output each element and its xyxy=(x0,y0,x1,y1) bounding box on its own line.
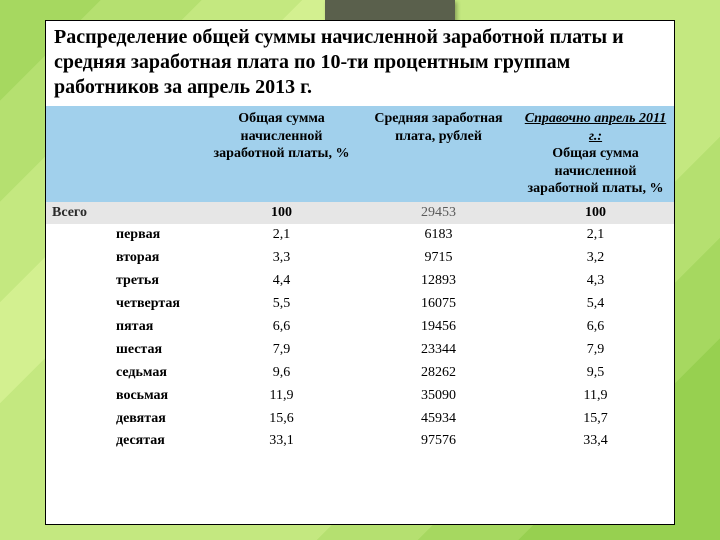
row-wage: 12893 xyxy=(360,270,517,293)
totals-share: 100 xyxy=(203,202,360,225)
col-blank xyxy=(46,106,203,202)
content-card: Распределение общей суммы начисленной за… xyxy=(45,20,675,525)
row-wage: 23344 xyxy=(360,339,517,362)
row-wage: 9715 xyxy=(360,247,517,270)
row-wage: 35090 xyxy=(360,385,517,408)
table-row: вторая 3,3 9715 3,2 xyxy=(46,247,674,270)
row-ref: 5,4 xyxy=(517,293,674,316)
row-ref: 33,4 xyxy=(517,430,674,453)
slide-title: Распределение общей суммы начисленной за… xyxy=(46,21,674,106)
table-header-row: Общая сумма начисленной заработной платы… xyxy=(46,106,674,202)
row-label: восьмая xyxy=(46,385,203,408)
row-share: 2,1 xyxy=(203,224,360,247)
row-wage: 19456 xyxy=(360,316,517,339)
row-ref: 4,3 xyxy=(517,270,674,293)
table-row: третья 4,4 12893 4,3 xyxy=(46,270,674,293)
row-share: 4,4 xyxy=(203,270,360,293)
totals-row: Всего 100 29453 100 xyxy=(46,202,674,225)
row-label: девятая xyxy=(46,408,203,431)
wage-distribution-table: Общая сумма начисленной заработной платы… xyxy=(46,106,674,453)
row-ref: 2,1 xyxy=(517,224,674,247)
row-label: пятая xyxy=(46,316,203,339)
table-row: девятая 15,6 45934 15,7 xyxy=(46,408,674,431)
row-label: седьмая xyxy=(46,362,203,385)
totals-ref-share: 100 xyxy=(517,202,674,225)
row-share: 33,1 xyxy=(203,430,360,453)
row-label: вторая xyxy=(46,247,203,270)
row-ref: 15,7 xyxy=(517,408,674,431)
table-row: восьмая 11,9 35090 11,9 xyxy=(46,385,674,408)
row-share: 15,6 xyxy=(203,408,360,431)
row-label: шестая xyxy=(46,339,203,362)
table-row: пятая 6,6 19456 6,6 xyxy=(46,316,674,339)
row-wage: 28262 xyxy=(360,362,517,385)
row-wage: 6183 xyxy=(360,224,517,247)
table-row: седьмая 9,6 28262 9,5 xyxy=(46,362,674,385)
row-wage: 97576 xyxy=(360,430,517,453)
row-wage: 16075 xyxy=(360,293,517,316)
col-total-share: Общая сумма начисленной заработной платы… xyxy=(203,106,360,202)
row-ref: 9,5 xyxy=(517,362,674,385)
col-ref-ital: Справочно апрель 2011 г.: xyxy=(525,111,666,144)
table-row: первая 2,1 6183 2,1 xyxy=(46,224,674,247)
table-row: десятая 33,1 97576 33,4 xyxy=(46,430,674,453)
row-share: 9,6 xyxy=(203,362,360,385)
totals-avg-wage: 29453 xyxy=(360,202,517,225)
row-share: 6,6 xyxy=(203,316,360,339)
row-share: 11,9 xyxy=(203,385,360,408)
row-ref: 11,9 xyxy=(517,385,674,408)
row-label: третья xyxy=(46,270,203,293)
col-ref-2011: Справочно апрель 2011 г.: Общая сумма на… xyxy=(517,106,674,202)
row-ref: 7,9 xyxy=(517,339,674,362)
col-avg-wage: Средняя заработная плата, рублей xyxy=(360,106,517,202)
row-share: 3,3 xyxy=(203,247,360,270)
table-row: четвертая 5,5 16075 5,4 xyxy=(46,293,674,316)
row-share: 7,9 xyxy=(203,339,360,362)
row-wage: 45934 xyxy=(360,408,517,431)
row-label: первая xyxy=(46,224,203,247)
col-ref-rest: Общая сумма начисленной заработной платы… xyxy=(528,146,664,196)
row-share: 5,5 xyxy=(203,293,360,316)
row-label: десятая xyxy=(46,430,203,453)
row-label: четвертая xyxy=(46,293,203,316)
totals-label: Всего xyxy=(46,202,203,225)
row-ref: 6,6 xyxy=(517,316,674,339)
row-ref: 3,2 xyxy=(517,247,674,270)
table-row: шестая 7,9 23344 7,9 xyxy=(46,339,674,362)
